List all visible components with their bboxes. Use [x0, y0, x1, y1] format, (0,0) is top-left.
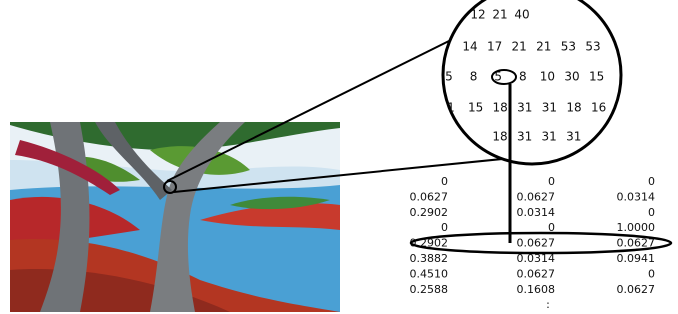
table-cell: 0.0627 [410, 190, 449, 203]
pixel-value: 17 [487, 40, 502, 54]
pixel-value: 10 [540, 70, 555, 84]
pixel-value: 21 [492, 8, 507, 22]
table-cell: 0.0314 [617, 190, 656, 203]
ellipsis: : [546, 298, 550, 311]
pixel-value: 53 [561, 40, 576, 54]
table-cell: 0 [648, 267, 655, 280]
diagram: 1221401417212153535858103015115183131181… [0, 0, 678, 314]
pixel-value: 31 [542, 130, 557, 144]
table-cell: 1.0000 [617, 221, 656, 234]
pixel-value: 31 [566, 130, 581, 144]
pixel-value: 5 [445, 70, 453, 84]
pixel-value: 31 [542, 101, 557, 115]
page: {"zoom": {"rows": [ ["12", "21", "40"], … [0, 0, 678, 314]
table-cell: 0.0941 [617, 252, 656, 265]
pixel-value: 21 [536, 40, 551, 54]
table-cell: 0 [648, 175, 655, 188]
table-cell: 0 [648, 206, 655, 219]
table-cell: 0.4510 [410, 267, 449, 280]
table-cell: 0 [441, 175, 448, 188]
pixel-value: 15 [468, 101, 483, 115]
table-cell: 0.3882 [410, 252, 449, 265]
pixel-value: 16 [591, 101, 606, 115]
value-table: 0 0 0 0.0627 0.0627 0.0314 0.2902 0.0314 0 0 0 1.00… [410, 175, 656, 311]
painting [10, 122, 340, 312]
pixel-value: 21 [512, 40, 527, 54]
pixel-value: 14 [462, 40, 477, 54]
pixel-value: 8 [470, 70, 478, 84]
table-cell: 0 [441, 221, 448, 234]
table-cell: 0.0627 [517, 190, 556, 203]
pixel-value: 31 [517, 130, 532, 144]
table-cell: 0.0627 [517, 267, 556, 280]
pixel-value: 18 [566, 101, 581, 115]
table-cell: 0.0627 [617, 283, 656, 296]
table-cell: 0.0627 [517, 237, 556, 250]
table-cell: 0.1608 [517, 283, 556, 296]
pixel-value: 15 [589, 70, 604, 84]
pixel-value: 18 [493, 101, 508, 115]
pixel-value: 12 [470, 8, 485, 22]
table-cell: 0.2588 [410, 283, 449, 296]
pixel-value: 30 [564, 70, 579, 84]
pixel-value: 53 [585, 40, 600, 54]
pixel-value: 8 [519, 70, 527, 84]
pixel-value: 40 [514, 8, 529, 22]
table-cell: 0 [548, 175, 555, 188]
table-cell: 0.0314 [517, 206, 556, 219]
pixel-value: 31 [517, 101, 532, 115]
table-cell: 0.2902 [410, 206, 449, 219]
pixel-value: 18 [492, 130, 507, 144]
